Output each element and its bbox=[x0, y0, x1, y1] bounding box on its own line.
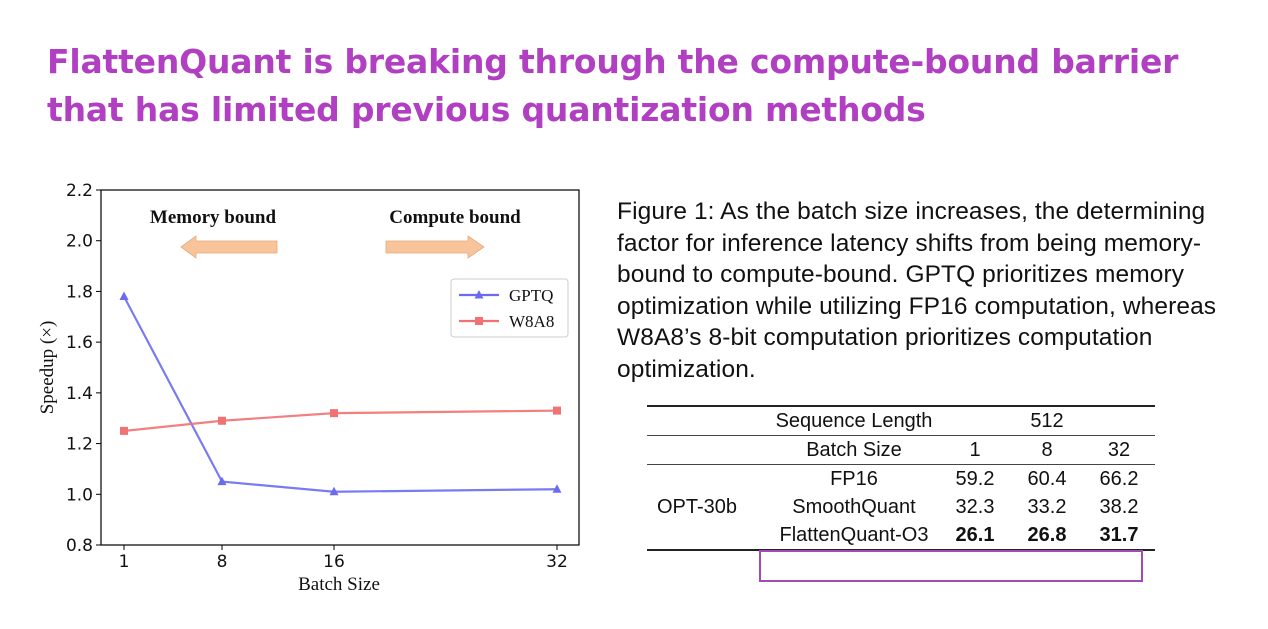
value-cell: 33.2 bbox=[1027, 496, 1067, 518]
header-sequence-length: Sequence Length bbox=[775, 410, 933, 432]
data-point-gptq bbox=[119, 291, 129, 300]
header-batch-size: Batch Size bbox=[806, 439, 902, 461]
value-cell: 60.4 bbox=[1027, 468, 1067, 490]
value-cell: 26.1 bbox=[955, 524, 995, 546]
header-batch-32: 32 bbox=[1107, 439, 1131, 461]
x-tick-label: 1 bbox=[119, 552, 130, 572]
data-point-w8a8 bbox=[120, 426, 128, 435]
table-row: SmoothQuant 32.3 33.2 38.2 bbox=[647, 493, 1155, 521]
memory-bound-arrow bbox=[180, 235, 278, 259]
value-cell: 59.2 bbox=[955, 468, 995, 490]
compute-bound-arrow bbox=[385, 235, 485, 259]
value-cell: 66.2 bbox=[1099, 468, 1139, 490]
header-batch-8: 8 bbox=[1041, 439, 1053, 461]
y-tick-label: 2.2 bbox=[66, 181, 93, 201]
speedup-line-chart: 0.8 1.0 1.2 1.4 1.6 1.8 2.0 2.2 1 8 16 32 Batch Size… bbox=[37, 181, 580, 595]
results-table-wrapper: Sequence Length 512 Batch Size 1 8 32 OP… bbox=[647, 405, 1155, 551]
y-tick-label: 1.2 bbox=[66, 435, 93, 455]
header-sequence-value: 512 bbox=[1030, 410, 1064, 432]
x-axis-label: Batch Size bbox=[298, 574, 380, 595]
results-table: Sequence Length 512 Batch Size 1 8 32 OP… bbox=[647, 405, 1155, 551]
value-cell: 32.3 bbox=[955, 496, 995, 518]
legend-label-gptq: GPTQ bbox=[509, 286, 553, 305]
data-point-gptq bbox=[552, 484, 562, 493]
model-group-label: OPT-30b bbox=[657, 496, 738, 518]
method-cell: SmoothQuant bbox=[792, 496, 916, 518]
table-row-highlighted: FlattenQuant-O3 26.1 26.8 31.7 bbox=[647, 521, 1155, 550]
flattenquant-highlight-box bbox=[759, 550, 1143, 582]
plot-frame bbox=[100, 189, 580, 546]
y-tick-label: 1.4 bbox=[66, 384, 93, 404]
x-tick-label: 8 bbox=[217, 552, 228, 572]
figure-caption: Figure 1: As the batch size increases, t… bbox=[617, 198, 1217, 383]
y-tick-label: 0.8 bbox=[66, 536, 93, 556]
value-cell: 26.8 bbox=[1027, 524, 1067, 546]
y-tick-label: 1.0 bbox=[66, 485, 93, 505]
data-point-gptq bbox=[329, 486, 339, 496]
y-tick-label: 1.6 bbox=[66, 333, 93, 353]
table-row: OPT-30b FP16 59.2 60.4 66.2 bbox=[647, 464, 1155, 518]
table-row-batch-size: Batch Size 1 8 32 bbox=[647, 435, 1155, 465]
series-line-gptq bbox=[123, 295, 558, 493]
x-tick-label: 32 bbox=[546, 552, 568, 572]
method-cell: FlattenQuant-O3 bbox=[779, 524, 929, 546]
header-batch-1: 1 bbox=[969, 439, 981, 461]
x-tick-label: 16 bbox=[323, 552, 345, 572]
data-point-gptq bbox=[217, 476, 227, 486]
y-tick-label: 1.8 bbox=[66, 282, 93, 302]
data-point-w8a8 bbox=[330, 409, 338, 418]
memory-bound-label: Memory bound bbox=[150, 207, 277, 228]
series-line-w8a8 bbox=[123, 409, 558, 432]
legend-label-w8a8: W8A8 bbox=[509, 312, 554, 331]
method-cell: FP16 bbox=[830, 468, 878, 490]
y-tick-label: 2.0 bbox=[66, 232, 93, 252]
table-row-sequence-length: Sequence Length 512 bbox=[647, 406, 1155, 436]
value-cell: 31.7 bbox=[1099, 524, 1139, 546]
legend-marker-gptq bbox=[474, 290, 484, 299]
data-point-w8a8 bbox=[553, 406, 561, 415]
data-point-w8a8 bbox=[218, 416, 226, 425]
value-cell: 38.2 bbox=[1099, 496, 1139, 518]
page-headline: FlattenQuant is breaking through the com… bbox=[47, 42, 1179, 129]
legend-marker-w8a8 bbox=[475, 317, 483, 325]
y-axis-label: Speedup (×) bbox=[37, 321, 58, 415]
compute-bound-label: Compute bound bbox=[389, 207, 521, 228]
